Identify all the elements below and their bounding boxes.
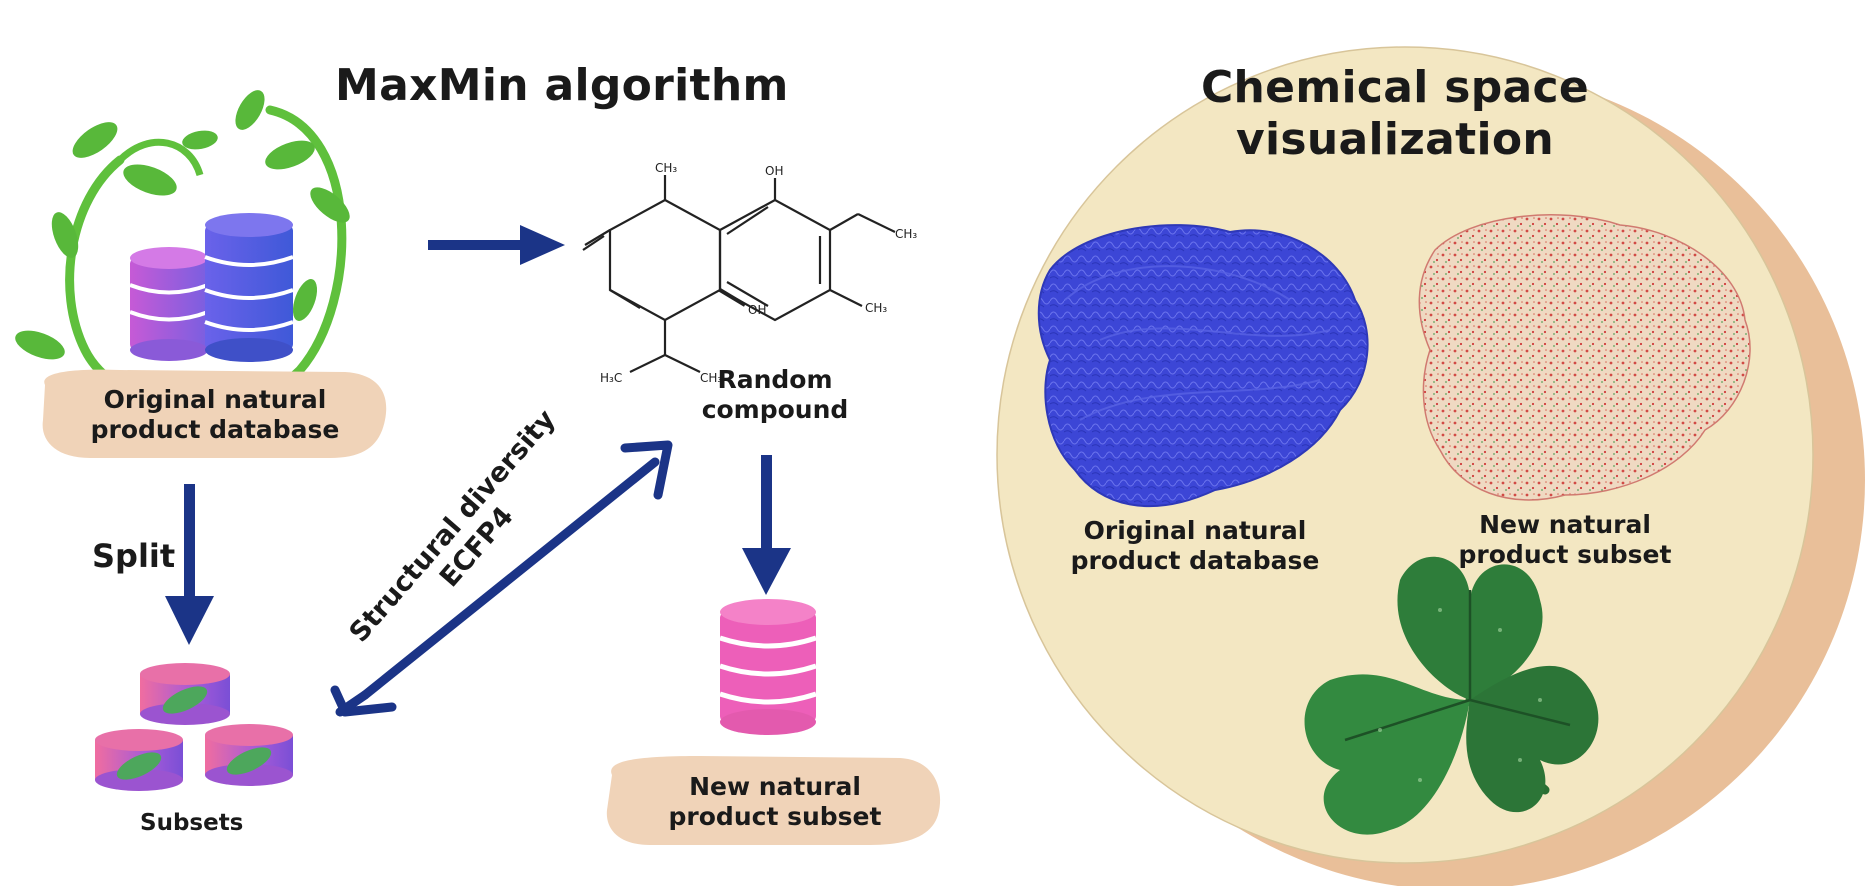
atom-ch3-methoxy: CH₃ <box>895 227 917 241</box>
split-label: Split <box>92 537 176 575</box>
new-subset-label-line1: New natural <box>689 772 861 801</box>
molecule-atom-labels: CH₃ OH CH₃ CH₃ OH H₃C CH₃ <box>600 161 917 385</box>
maxmin-title: MaxMin algorithm <box>335 60 789 111</box>
subset-ring-top <box>140 663 230 725</box>
new-subset-label-line2: product subset <box>668 801 882 831</box>
atom-oh-top: OH <box>765 164 783 178</box>
split-arrow <box>165 484 214 645</box>
chemical-space-title-line1: Chemical space <box>1200 62 1590 113</box>
cloud-new-label-line1: New natural <box>1479 510 1651 539</box>
cloud-new-label-line2: product subset <box>1458 539 1672 569</box>
diversity-double-arrow <box>330 440 673 717</box>
original-database-label-line2: product database <box>90 414 340 444</box>
atom-ch3-top: CH₃ <box>655 161 677 175</box>
subset-ring-right <box>205 724 293 786</box>
original-database-label: Original natural product database <box>90 385 340 444</box>
random-compound-label-line1: Random <box>717 365 833 394</box>
cloud-original-label-line2: product database <box>1070 545 1320 575</box>
database-icon-purple <box>129 247 209 361</box>
chemical-space-title: Chemical space visualization <box>1150 62 1640 166</box>
chemical-space-title-line2: visualization <box>1235 113 1554 165</box>
new-subset-database-icon <box>719 599 817 735</box>
new-subset-label: New natural product subset <box>650 772 900 831</box>
new-subset-cloud <box>1418 214 1751 501</box>
atom-h3c: H₃C <box>600 371 622 385</box>
subset-icons <box>95 663 293 791</box>
random-compound-label-line2: compound <box>701 394 849 424</box>
original-database-cloud <box>1037 224 1369 508</box>
atom-ch3-right: CH₃ <box>865 301 887 315</box>
arrow-to-compound <box>428 225 565 265</box>
subsets-label: Subsets <box>140 810 244 836</box>
atom-oh-mid: OH <box>748 303 766 317</box>
new-subset-label-tag <box>606 756 941 845</box>
cloud-new-label: New natural product subset <box>1440 510 1690 569</box>
database-icon-blue <box>204 213 294 362</box>
cloud-original-label: Original natural product database <box>1050 516 1340 575</box>
clover-leaf-icon <box>1304 556 1599 835</box>
random-compound-label: Random compound <box>690 365 860 424</box>
arrow-to-new-subset <box>742 455 791 595</box>
molecule-structure <box>582 175 896 373</box>
atom-ch3-bottom: CH₃ <box>700 371 722 385</box>
cloud-original-label-line1: Original natural <box>1083 516 1307 545</box>
subset-ring-left <box>95 729 183 791</box>
original-database-label-line1: Original natural <box>103 385 327 414</box>
database-label-tag <box>42 369 387 458</box>
